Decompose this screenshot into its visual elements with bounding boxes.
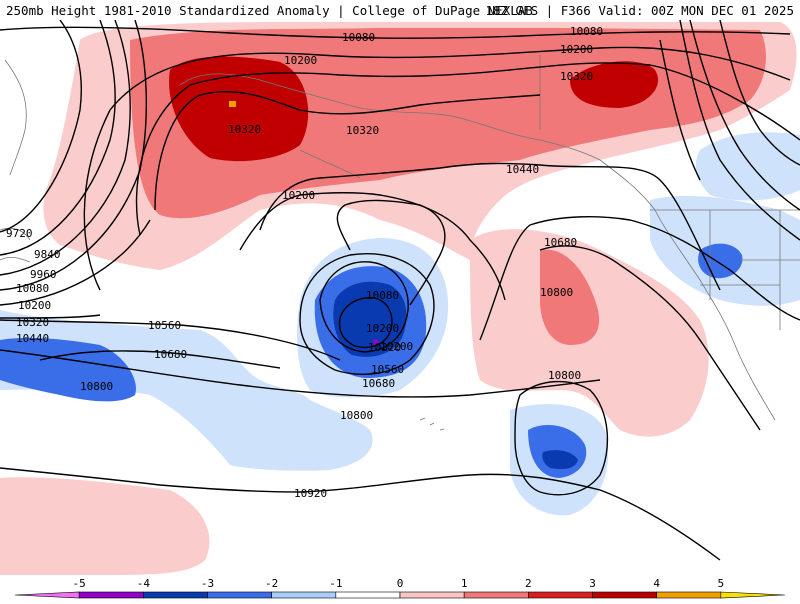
contour-label: 10080 [570, 25, 603, 38]
contour-label: 9960 [30, 268, 57, 281]
colorbar-segment [271, 591, 337, 599]
colorbar-tick-label: 2 [525, 577, 532, 590]
colorbar-segment [592, 591, 657, 599]
contour-label: 10320 [560, 70, 593, 83]
colorbar-segment [335, 591, 401, 599]
contour-label: 10680 [362, 377, 395, 390]
contour-label: 10440 [506, 163, 539, 176]
positive-anomaly-shading [0, 22, 797, 575]
colorbar-segment [207, 591, 272, 599]
contour-label: 10800 [80, 380, 113, 393]
contour-label: 10080 [366, 289, 399, 302]
colorbar-segment [463, 591, 529, 599]
contour-label: 10680 [154, 348, 187, 361]
title-bar: 250mb Height 1981-2010 Standardized Anom… [0, 0, 800, 20]
contour-label: 10800 [340, 409, 373, 422]
colorbar-tick-label: 0 [397, 577, 404, 590]
colorbar-segment [143, 591, 208, 599]
colorbar-tick-label: 3 [589, 577, 596, 590]
contour-label: 10440 [16, 332, 49, 345]
contour-label: 10200 [380, 340, 413, 353]
contour-labels: 10080 10200 10320 10080 10200 10320 1020… [6, 25, 603, 500]
contour-label: 10560 [148, 319, 181, 332]
colorbar-tick-label: -1 [329, 577, 342, 590]
colorbar-segment [656, 591, 722, 599]
contour-label: 10200 [284, 54, 317, 67]
anomaly-colorbar: -5 -4 -3 -2 -1 0 1 2 3 4 5 [0, 575, 800, 600]
colorbar-tick-label: -3 [201, 577, 214, 590]
height-contours [0, 20, 800, 561]
contour-label: 10800 [540, 286, 573, 299]
weather-map: 10080 10200 10320 10080 10200 10320 1020… [0, 20, 800, 575]
coastlines [0, 55, 800, 431]
contour-label: 10200 [560, 43, 593, 56]
contour-label: 10680 [544, 236, 577, 249]
contour-label: 10200 [18, 299, 51, 312]
colorbar-tick-label: -2 [265, 577, 278, 590]
contour-label: 10320 [228, 123, 261, 136]
colorbar-tick-label: 4 [653, 577, 660, 590]
contour-label: 10320 [346, 124, 379, 137]
run-info: 18Z GFS | F366 Valid: 00Z MON DEC 01 202… [485, 3, 794, 18]
colorbar-segment [78, 591, 144, 599]
contour-label: 10320 [16, 316, 49, 329]
contour-label: 10200 [366, 322, 399, 335]
contour-label: 10320 [368, 341, 401, 354]
contour-label: 9720 [6, 227, 33, 240]
contour-label: 10920 [294, 487, 327, 500]
colorbar-tick-label: -5 [73, 577, 86, 590]
contour-label: 10200 [282, 189, 315, 202]
colorbar-segment [399, 591, 465, 599]
colorbar-segment [720, 591, 786, 599]
map-title: 250mb Height 1981-2010 Standardized Anom… [6, 3, 533, 18]
colorbar-tick-label: 1 [461, 577, 468, 590]
contour-label: 10080 [16, 282, 49, 295]
negative-anomaly-shading [0, 132, 800, 516]
colorbar-tick-label: 5 [718, 577, 725, 590]
contour-label: 10560 [371, 363, 404, 376]
colorbar-tick-label: -4 [137, 577, 151, 590]
contour-label: 9840 [34, 248, 61, 261]
colorbar-segment [14, 591, 80, 599]
contour-label: 10800 [548, 369, 581, 382]
colorbar-segment [528, 591, 593, 599]
contour-label: 10080 [342, 31, 375, 44]
